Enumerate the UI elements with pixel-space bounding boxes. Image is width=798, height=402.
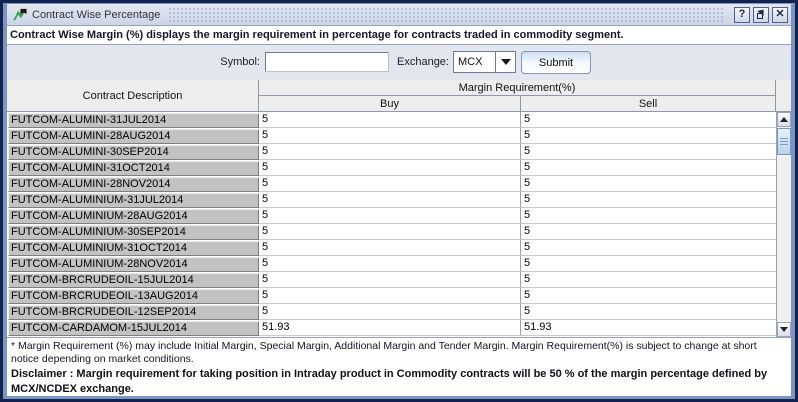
buy-margin-cell: 5 <box>259 192 521 208</box>
sell-margin-cell: 5 <box>521 112 776 128</box>
buy-margin-cell: 5 <box>259 272 521 288</box>
exchange-label: Exchange: <box>397 56 449 68</box>
window-inner: Contract Wise Percentage ? ✕ Contract Wi… <box>7 4 791 396</box>
buy-margin-cell: 5 <box>259 256 521 272</box>
header-buy: Buy <box>259 96 521 112</box>
buy-margin-cell: 5 <box>259 304 521 320</box>
table-row[interactable]: FUTCOM-ALUMINIUM-28NOV2014 5 5 <box>7 256 776 272</box>
scroll-down-icon <box>780 327 788 332</box>
contract-description-cell: FUTCOM-BRCRUDEOIL-15JUL2014 <box>8 273 259 288</box>
contract-description-cell: FUTCOM-ALUMINI-28AUG2014 <box>8 129 259 144</box>
contract-description-cell: FUTCOM-ALUMINIUM-28NOV2014 <box>8 257 259 272</box>
disclaimer-text: Disclaimer : Margin requirement for taki… <box>11 368 768 395</box>
scrollbar-thumb[interactable] <box>777 128 791 155</box>
buy-margin-cell: 5 <box>259 144 521 160</box>
buy-margin-cell: 5 <box>259 112 521 128</box>
scroll-down-button[interactable] <box>777 322 791 337</box>
contract-description-cell: FUTCOM-ALUMINI-31JUL2014 <box>8 113 259 128</box>
help-button[interactable]: ? <box>734 6 750 23</box>
query-form: Symbol: Exchange: MCX Submit <box>7 45 791 80</box>
header-contract-description: Contract Description <box>7 80 259 112</box>
table-row[interactable]: FUTCOM-BRCRUDEOIL-12SEP2014 5 5 <box>7 304 776 320</box>
table-header: Contract Description Margin Requirement(… <box>7 80 791 112</box>
table-row[interactable]: FUTCOM-ALUMINI-31JUL2014 5 5 <box>7 112 776 128</box>
contract-description-cell: FUTCOM-ALUMINI-28NOV2014 <box>8 177 259 192</box>
buy-margin-cell: 5 <box>259 224 521 240</box>
buy-margin-cell: 5 <box>259 208 521 224</box>
sell-margin-cell: 5 <box>521 256 776 272</box>
sell-margin-cell: 51.93 <box>521 320 776 336</box>
symbol-label: Symbol: <box>220 56 260 68</box>
buy-margin-cell: 5 <box>259 240 521 256</box>
buy-margin-cell: 5 <box>259 160 521 176</box>
header-margin-requirement: Margin Requirement(%) <box>259 80 776 96</box>
sell-margin-cell: 5 <box>521 240 776 256</box>
app-logo-icon <box>13 8 27 21</box>
sell-margin-cell: 5 <box>521 160 776 176</box>
table-row[interactable]: FUTCOM-CARDAMOM-15JUL2014 51.93 51.93 <box>7 320 776 336</box>
help-icon: ? <box>738 8 746 20</box>
sell-margin-cell: 5 <box>521 192 776 208</box>
contract-description-cell: FUTCOM-ALUMINIUM-30SEP2014 <box>8 225 259 240</box>
maximize-button[interactable] <box>753 6 769 23</box>
contract-description-cell: FUTCOM-ALUMINI-31OCT2014 <box>8 161 259 176</box>
close-button[interactable]: ✕ <box>772 6 788 23</box>
table-row[interactable]: FUTCOM-BRCRUDEOIL-15JUL2014 5 5 <box>7 272 776 288</box>
table-row[interactable]: FUTCOM-ALUMINI-28AUG2014 5 5 <box>7 128 776 144</box>
maximize-icon <box>757 12 763 19</box>
contract-description-cell: FUTCOM-ALUMINIUM-28AUG2014 <box>8 209 259 224</box>
contract-description-cell: FUTCOM-CARDAMOM-15JUL2014 <box>8 321 259 336</box>
window-title: Contract Wise Percentage <box>32 8 161 21</box>
module-description: Contract Wise Margin (%) displays the ma… <box>7 26 791 45</box>
contract-description-cell: FUTCOM-ALUMINIUM-31JUL2014 <box>8 193 259 208</box>
close-icon: ✕ <box>775 8 785 20</box>
sell-margin-cell: 5 <box>521 224 776 240</box>
sell-margin-cell: 5 <box>521 176 776 192</box>
footer-notes: * Margin Requirement (%) may include Ini… <box>7 337 791 396</box>
table-row[interactable]: FUTCOM-ALUMINIUM-31OCT2014 5 5 <box>7 240 776 256</box>
contract-description-cell: FUTCOM-BRCRUDEOIL-12SEP2014 <box>8 305 259 320</box>
scroll-up-icon <box>780 117 788 122</box>
table-row[interactable]: FUTCOM-ALUMINIUM-31JUL2014 5 5 <box>7 192 776 208</box>
exchange-dropdown-button[interactable] <box>496 51 516 73</box>
table-row[interactable]: FUTCOM-BRCRUDEOIL-13AUG2014 5 5 <box>7 288 776 304</box>
contract-description-cell: FUTCOM-ALUMINI-30SEP2014 <box>8 145 259 160</box>
buy-margin-cell: 5 <box>259 288 521 304</box>
exchange-selected-value[interactable]: MCX <box>453 51 496 73</box>
table-row[interactable]: FUTCOM-ALUMINI-31OCT2014 5 5 <box>7 160 776 176</box>
vertical-scrollbar[interactable] <box>776 112 791 337</box>
sell-margin-cell: 5 <box>521 272 776 288</box>
table-body: FUTCOM-ALUMINI-31JUL2014 5 5 FUTCOM-ALUM… <box>7 112 791 337</box>
buy-margin-cell: 5 <box>259 176 521 192</box>
exchange-select[interactable]: MCX <box>453 51 516 73</box>
sell-margin-cell: 5 <box>521 144 776 160</box>
margin-note: * Margin Requirement (%) may include Ini… <box>11 340 757 365</box>
symbol-input[interactable] <box>265 52 389 72</box>
sell-margin-cell: 5 <box>521 288 776 304</box>
contract-description-cell: FUTCOM-ALUMINIUM-31OCT2014 <box>8 241 259 256</box>
chevron-down-icon <box>500 59 511 65</box>
contract-description-cell: FUTCOM-BRCRUDEOIL-13AUG2014 <box>8 289 259 304</box>
buy-margin-cell: 51.93 <box>259 320 521 336</box>
sell-margin-cell: 5 <box>521 304 776 320</box>
margin-table: Contract Description Margin Requirement(… <box>7 80 791 337</box>
buy-margin-cell: 5 <box>259 128 521 144</box>
scroll-up-button[interactable] <box>777 112 791 127</box>
title-bar[interactable]: Contract Wise Percentage ? ✕ <box>7 4 791 26</box>
table-row[interactable]: FUTCOM-ALUMINI-28NOV2014 5 5 <box>7 176 776 192</box>
table-row[interactable]: FUTCOM-ALUMINIUM-30SEP2014 5 5 <box>7 224 776 240</box>
header-filler <box>776 80 791 112</box>
table-rows: FUTCOM-ALUMINI-31JUL2014 5 5 FUTCOM-ALUM… <box>7 112 776 337</box>
table-row[interactable]: FUTCOM-ALUMINI-30SEP2014 5 5 <box>7 144 776 160</box>
table-row[interactable]: FUTCOM-ALUMINIUM-28AUG2014 5 5 <box>7 208 776 224</box>
sell-margin-cell: 5 <box>521 128 776 144</box>
submit-button[interactable]: Submit <box>521 51 591 74</box>
sell-margin-cell: 5 <box>521 208 776 224</box>
titlebar-texture <box>168 6 725 23</box>
header-sell: Sell <box>521 96 776 112</box>
